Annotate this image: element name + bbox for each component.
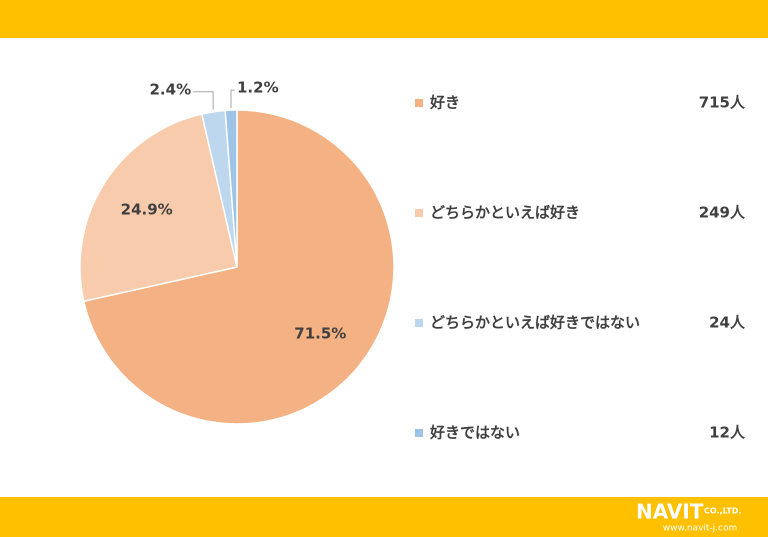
legend-swatch — [415, 99, 423, 107]
leader-line — [193, 91, 214, 110]
legend-swatch — [415, 209, 423, 217]
value-label: 1.2% — [237, 79, 279, 97]
legend-count: 24人 — [709, 314, 746, 332]
legend-swatch — [415, 319, 423, 327]
logo-url: www.navit-j.com — [663, 524, 738, 534]
value-label: 71.5% — [294, 324, 346, 342]
legend-swatch — [415, 429, 423, 437]
bottom-band — [0, 497, 768, 537]
pie-slice — [82, 109, 395, 425]
logo: NAVIT — [636, 500, 704, 524]
legend-label: どちらかといえば好き — [430, 204, 580, 222]
legend-label: 好き — [429, 94, 460, 112]
legend-label: 好きではない — [429, 424, 520, 442]
top-band — [0, 0, 768, 38]
logo-company: CO.,LTD. — [704, 507, 741, 516]
legend-count: 249人 — [699, 204, 746, 222]
pie-slice — [224, 109, 238, 268]
legend-label: どちらかといえば好きではない — [430, 314, 640, 332]
legend-count: 12人 — [709, 424, 746, 442]
value-label: 24.9% — [121, 201, 173, 219]
leader-line — [230, 89, 236, 109]
pie-slice — [79, 113, 238, 303]
value-label: 2.4% — [150, 80, 192, 98]
legend-count: 715人 — [699, 94, 746, 112]
